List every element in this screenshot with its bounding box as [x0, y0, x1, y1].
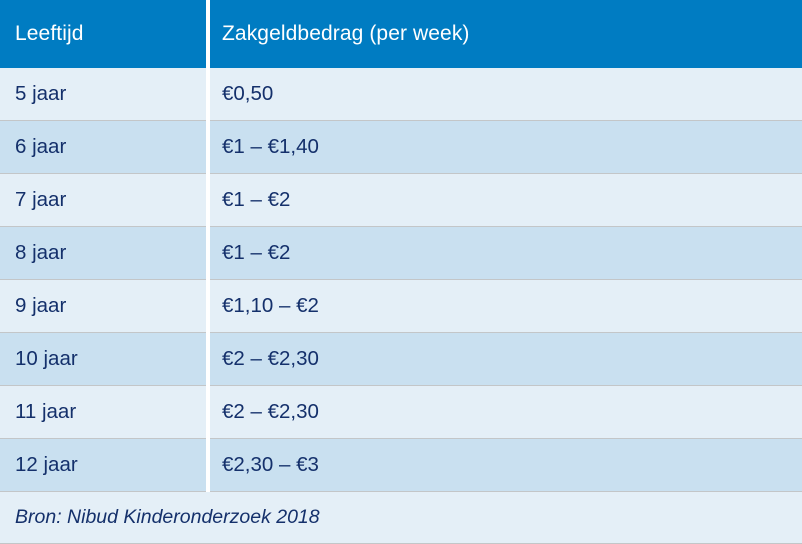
cell-age: 6 jaar: [15, 134, 67, 158]
cell-age: 11 jaar: [15, 399, 77, 423]
source-note: Bron: Nibud Kinderonderzoek 2018: [15, 505, 320, 528]
cell-amount: €1 – €2: [222, 187, 291, 211]
cell-amount: €1 – €1,40: [222, 134, 319, 158]
column-header-age: Leeftijd: [15, 22, 84, 45]
table-row: 8 jaar €1 – €2: [0, 227, 802, 280]
table-row: 7 jaar €1 – €2: [0, 174, 802, 227]
table-footer-row: Bron: Nibud Kinderonderzoek 2018: [0, 492, 802, 544]
cell-age: 5 jaar: [15, 81, 67, 105]
table-header-row: Leeftijd Zakgeldbedrag (per week): [0, 0, 802, 68]
cell-amount: €1,10 – €2: [222, 293, 319, 317]
table-row: 12 jaar €2,30 – €3: [0, 439, 802, 492]
cell-amount: €2,30 – €3: [222, 452, 319, 476]
table-row: 6 jaar €1 – €1,40: [0, 121, 802, 174]
table-row: 5 jaar €0,50: [0, 68, 802, 121]
table-row: 10 jaar €2 – €2,30: [0, 333, 802, 386]
table-row: 9 jaar €1,10 – €2: [0, 280, 802, 333]
cell-age: 10 jaar: [15, 346, 78, 370]
cell-amount: €2 – €2,30: [222, 346, 319, 370]
cell-age: 9 jaar: [15, 293, 67, 317]
cell-amount: €0,50: [222, 81, 274, 105]
cell-amount: €2 – €2,30: [222, 399, 319, 423]
cell-age: 8 jaar: [15, 240, 67, 264]
cell-amount: €1 – €2: [222, 240, 291, 264]
table-row: 11 jaar €2 – €2,30: [0, 386, 802, 439]
column-header-amount: Zakgeldbedrag (per week): [222, 22, 470, 45]
table-body: 5 jaar €0,50 6 jaar €1 – €1,40 7 jaar €1…: [0, 68, 802, 492]
cell-age: 7 jaar: [15, 187, 67, 211]
cell-age: 12 jaar: [15, 452, 78, 476]
